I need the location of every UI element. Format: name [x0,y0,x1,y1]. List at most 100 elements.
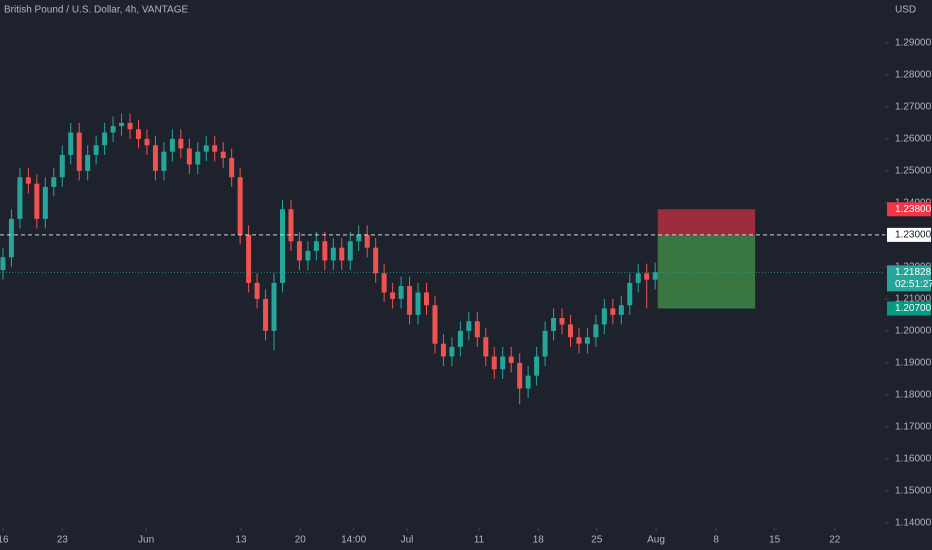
target-zone [657,234,756,309]
y-tick-label: 1.17000 [895,422,932,433]
candle-body [169,138,175,152]
candle-body [483,337,489,357]
candle-body [305,250,311,261]
y-tick-label: 1.28000 [895,70,932,81]
candle-body [313,241,319,251]
candle-body [51,177,57,187]
candle-body [212,145,218,152]
candle-body [237,177,243,235]
x-tick-label: 25 [591,535,603,546]
candle-body [381,273,387,293]
candle-body [500,356,506,370]
candle-body [110,126,116,133]
y-tick-label: 1.27000 [895,102,932,113]
candle-body [178,138,184,149]
candle-body [279,209,285,283]
candle-body [474,321,480,338]
candle-body [8,218,14,258]
candle-body [195,151,201,165]
candle-body [440,343,446,357]
x-tick-label: Jun [138,535,154,546]
candle-body [542,330,548,357]
target-label: 1.20700 [895,303,932,314]
stop-label-bg [887,202,931,217]
candle-body [466,321,472,331]
candle-body [127,122,133,130]
candle-body [398,286,404,299]
candle-body [432,305,438,344]
candle-body [144,138,150,146]
candle-body [17,177,23,219]
candle-body [296,241,302,261]
y-tick-label: 1.21000 [895,294,932,305]
x-tick-label: 23 [57,535,69,546]
candle-body [229,158,235,178]
candle-body [322,241,328,261]
candle-body [347,241,353,261]
candle-body [584,337,590,344]
candle-body [576,337,582,344]
chart-title: British Pound / U.S. Dollar, 4h, VANTAGE [4,5,188,16]
candle-body [373,247,379,274]
y-tick-label: 1.14000 [895,518,932,529]
candle-body [102,132,108,146]
candle-body [390,292,396,299]
candle-body [652,272,658,280]
y-tick-label: 1.20000 [895,326,932,337]
candle-body [288,209,294,242]
countdown: 02:51:27 [895,279,932,290]
candle-body [559,318,565,325]
candle-body [593,324,599,338]
candle-body [68,132,74,155]
y-tick-label: 1.29000 [895,38,932,49]
candle-body [186,148,192,165]
last-price-label-bg [887,265,931,292]
candle-body [220,151,226,159]
x-tick-label: 14:00 [341,535,366,546]
candle-body [119,122,125,127]
candle-body [339,247,345,261]
level-label: 1.23000 [895,230,932,241]
x-tick-label: 18 [533,535,545,546]
candle-body [356,234,362,242]
x-tick-label: 20 [295,535,307,546]
candle-body [644,273,650,280]
last-price-label: 1.21828 [895,267,932,278]
y-tick-label: 1.16000 [895,454,932,465]
target-label-bg [887,301,931,316]
x-tick-label: 15 [769,535,781,546]
candle-body [534,356,540,376]
candle-body [203,145,209,152]
x-tick-label: 13 [235,535,247,546]
candle-body [567,324,573,338]
candle-body [76,132,82,171]
candle-body [491,356,497,370]
y-tick-label: 1.19000 [895,358,932,369]
candle-body [0,257,6,271]
candle-body [34,183,40,219]
stop-zone [657,209,756,235]
candle-body [161,151,167,171]
candle-body [525,375,531,389]
candle-body [407,286,413,315]
x-tick-label: 8 [713,535,719,546]
candle-body [364,234,370,248]
currency: USD [895,5,916,16]
candle-body [618,305,624,315]
y-tick-label: 1.25000 [895,166,932,177]
candle-body [330,247,336,261]
candle-body [517,362,523,389]
x-tick-label: Aug [647,535,665,546]
candle-body [85,154,91,171]
stop-label: 1.23800 [895,204,932,215]
y-tick-label: 1.18000 [895,390,932,401]
candle-body [627,282,633,306]
x-tick-label: 16 [0,535,9,546]
candle-body [271,282,277,331]
y-tick-label: 1.15000 [895,486,932,497]
candle-body [152,145,158,171]
candle-body [457,330,463,347]
x-tick-label: 11 [474,535,485,546]
